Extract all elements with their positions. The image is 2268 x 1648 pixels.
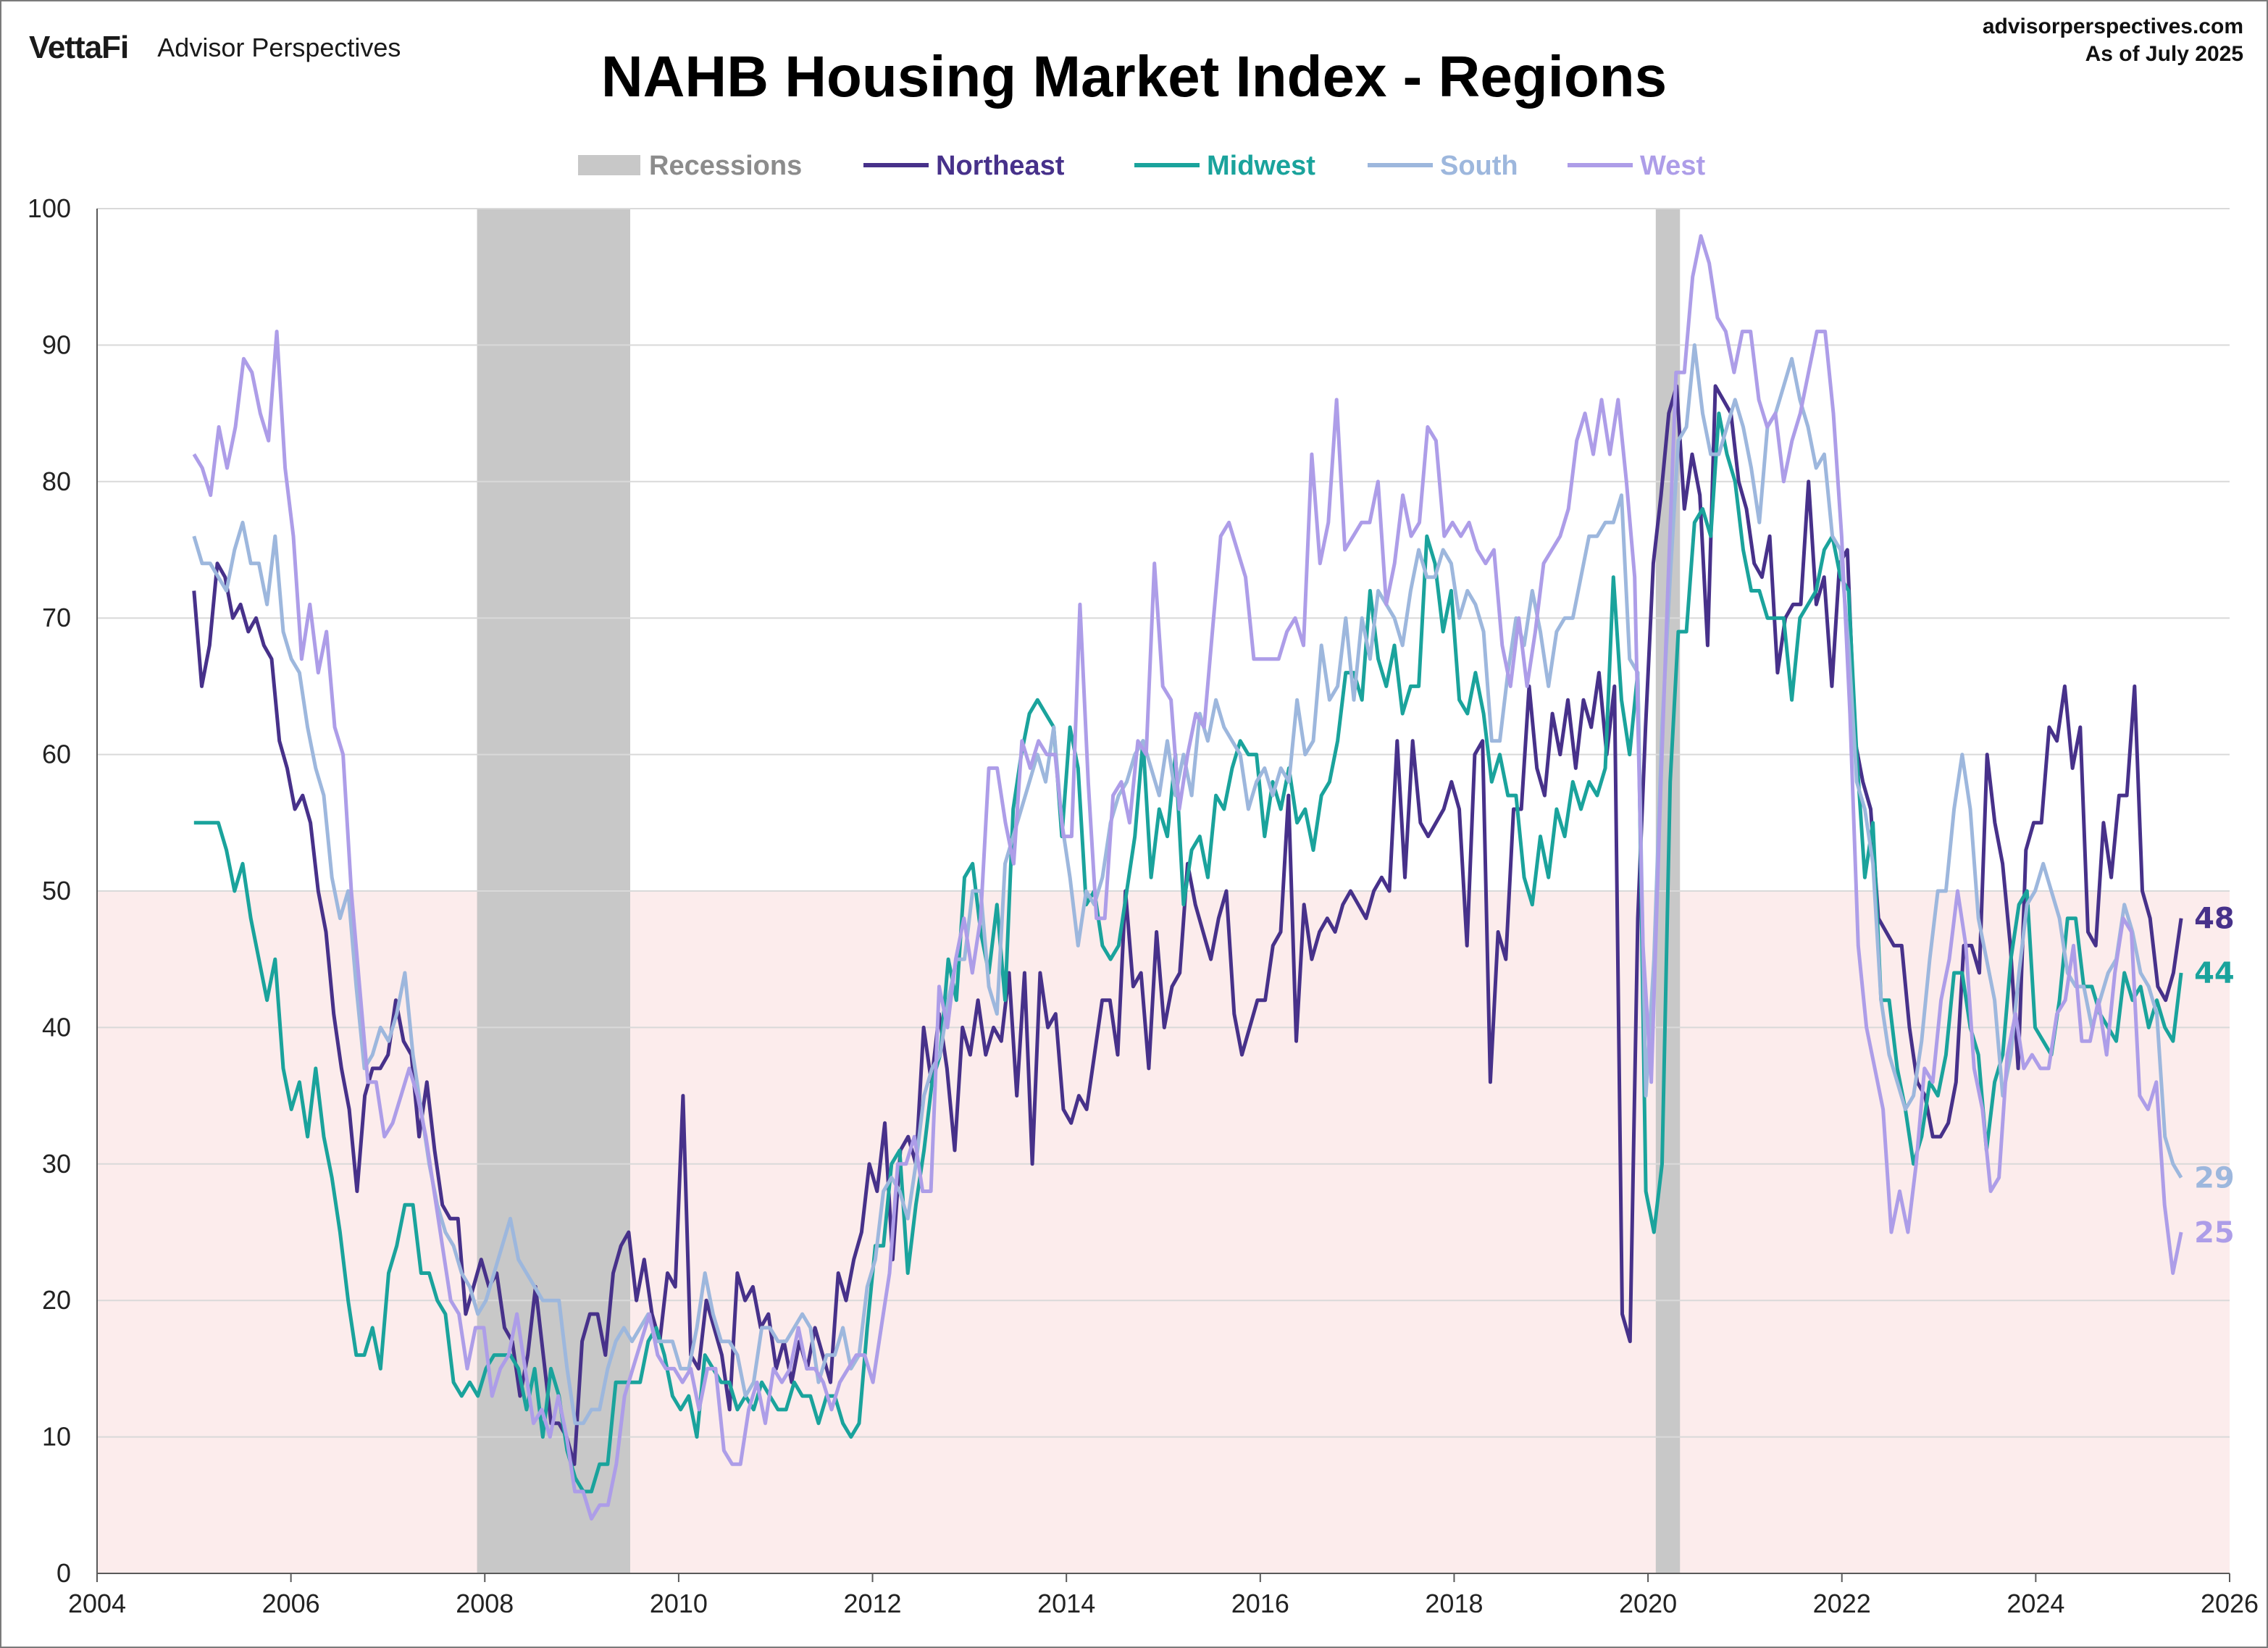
chart-title: NAHB Housing Market Index - Regions [601,44,1667,109]
series-line-south [192,343,2183,1426]
x-tick-label: 2008 [456,1589,514,1618]
x-tick-label: 2010 [650,1589,708,1618]
x-tick-label: 2004 [68,1589,126,1618]
series-line-west [192,234,2183,1521]
legend-swatch-recessions [578,155,640,175]
x-tick-label: 2020 [1619,1589,1677,1618]
series-line-midwest [193,411,2183,1494]
site-url: advisorperspectives.com [1982,14,2243,38]
legend-label-northeast: Northeast [936,151,1065,181]
x-tick-label: 2018 [1425,1589,1483,1618]
end-label-south: 29 [2194,1162,2235,1195]
as-of-date: As of July 2025 [2085,42,2243,66]
legend-label-midwest: Midwest [1207,151,1315,181]
axes: 0 10 20 30 40 50 60 70 80 90 100 2004 2006 2008 2010 20… [28,193,2259,1618]
legend-label-recessions: Recessions [649,151,802,181]
x-tick-label: 2006 [262,1589,320,1618]
y-tick-label: 90 [42,330,71,359]
vettafi-logo: VettaFi [29,30,129,65]
end-labels: 48 44 29 25 [2194,903,2235,1250]
legend-label-south: South [1440,151,1518,181]
end-label-northeast: 48 [2194,903,2235,936]
x-tick-label: 2016 [1231,1589,1289,1618]
brand: VettaFi Advisor Perspectives [29,26,401,70]
y-tick-label: 40 [42,1012,71,1042]
end-label-midwest: 44 [2194,957,2235,990]
legend-label-west: West [1640,151,1705,181]
y-tick-label: 80 [42,467,71,496]
y-tick-label: 30 [42,1149,71,1179]
x-tick-label: 2024 [2007,1589,2064,1618]
y-tick-label: 20 [42,1285,71,1315]
y-tick-label: 60 [42,740,71,769]
source-block: advisorperspectives.com As of July 2025 [1983,13,2243,68]
x-tick-label: 2026 [2201,1589,2259,1618]
end-label-west: 25 [2194,1216,2235,1250]
x-tick-label: 2012 [843,1589,901,1618]
legend: Recessions Northeast Midwest South West [578,151,1705,181]
y-tick-label: 50 [42,876,71,905]
series-lines [192,234,2183,1521]
x-tick-label: 2014 [1037,1589,1095,1618]
y-tick-label: 100 [28,193,71,223]
y-tick-label: 10 [42,1422,71,1452]
brand-name: Advisor Perspectives [157,33,401,62]
x-tick-label: 2022 [1813,1589,1871,1618]
y-tick-label: 70 [42,603,71,632]
y-tick-label: 0 [57,1558,71,1588]
